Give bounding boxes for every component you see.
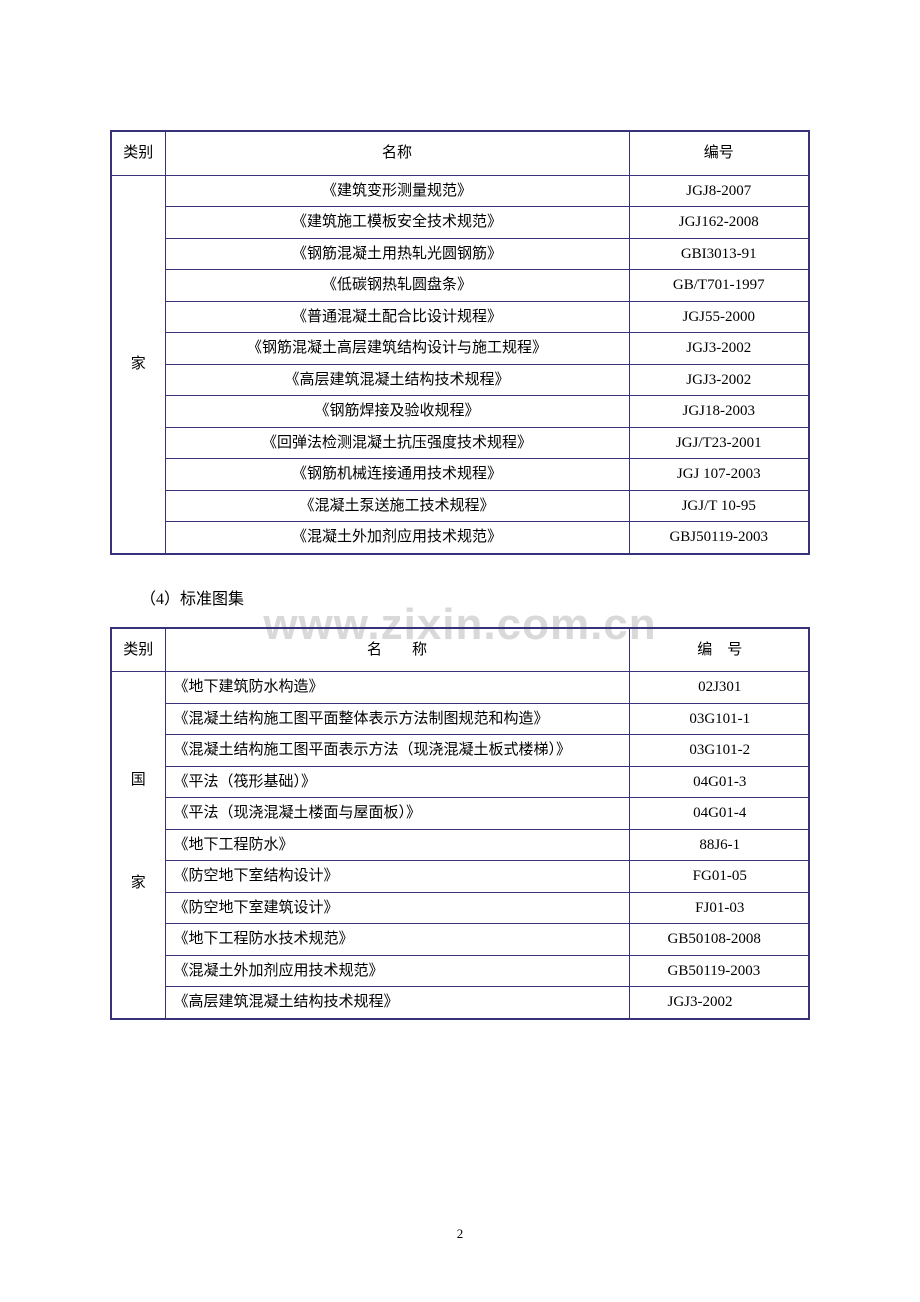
name-cell: 《混凝土外加剂应用技术规范》 bbox=[165, 955, 629, 987]
code-cell: JGJ55-2000 bbox=[629, 301, 809, 333]
standards-table-1: 类别 名称 编号 家《建筑变形测量规范》JGJ8-2007《建筑施工模板安全技术… bbox=[110, 130, 810, 555]
name-cell: 《建筑变形测量规范》 bbox=[165, 175, 629, 207]
name-cell: 《回弹法检测混凝土抗压强度技术规程》 bbox=[165, 427, 629, 459]
code-cell: GBI3013-91 bbox=[629, 238, 809, 270]
header-code: 编号 bbox=[629, 131, 809, 175]
table-row: 《钢筋机械连接通用技术规程》JGJ 107-2003 bbox=[111, 459, 809, 491]
code-cell: JGJ 107-2003 bbox=[629, 459, 809, 491]
page-number: 2 bbox=[0, 1226, 920, 1242]
table-row: 《地下工程防水》88J6-1 bbox=[111, 829, 809, 861]
code-cell: GB50119-2003 bbox=[629, 955, 809, 987]
name-cell: 《钢筋混凝土高层建筑结构设计与施工规程》 bbox=[165, 333, 629, 365]
code-cell: GB50108-2008 bbox=[629, 924, 809, 956]
table-row: 《混凝土结构施工图平面整体表示方法制图规范和构造》03G101-1 bbox=[111, 703, 809, 735]
code-cell: GBJ50119-2003 bbox=[629, 522, 809, 554]
header-category: 类别 bbox=[111, 131, 165, 175]
name-cell: 《混凝土外加剂应用技术规范》 bbox=[165, 522, 629, 554]
name-cell: 《防空地下室建筑设计》 bbox=[165, 892, 629, 924]
name-cell: 《防空地下室结构设计》 bbox=[165, 861, 629, 893]
table-header-row: 类别 名称 编号 bbox=[111, 131, 809, 175]
category-label-top: 国 bbox=[112, 769, 165, 792]
code-cell: JGJ/T 10-95 bbox=[629, 490, 809, 522]
code-cell: 03G101-1 bbox=[629, 703, 809, 735]
table-row: 《防空地下室结构设计》FG01-05 bbox=[111, 861, 809, 893]
name-cell: 《高层建筑混凝土结构技术规程》 bbox=[165, 987, 629, 1019]
name-cell: 《混凝土结构施工图平面整体表示方法制图规范和构造》 bbox=[165, 703, 629, 735]
table-row: 《普通混凝土配合比设计规程》JGJ55-2000 bbox=[111, 301, 809, 333]
table-row: 《混凝土泵送施工技术规程》JGJ/T 10-95 bbox=[111, 490, 809, 522]
table-row: 《钢筋混凝土高层建筑结构设计与施工规程》JGJ3-2002 bbox=[111, 333, 809, 365]
category-label-bottom: 家 bbox=[112, 872, 165, 895]
name-cell: 《平法（筏形基础）》 bbox=[165, 766, 629, 798]
code-cell: FJ01-03 bbox=[629, 892, 809, 924]
code-cell: GB/T701-1997 bbox=[629, 270, 809, 302]
name-cell: 《钢筋焊接及验收规程》 bbox=[165, 396, 629, 428]
table-row: 《高层建筑混凝土结构技术规程》JGJ3-2002 bbox=[111, 364, 809, 396]
table-row: 《防空地下室建筑设计》FJ01-03 bbox=[111, 892, 809, 924]
code-cell: JGJ3-2002 bbox=[629, 333, 809, 365]
code-cell: JGJ3-2002 bbox=[629, 364, 809, 396]
name-cell: 《地下建筑防水构造》 bbox=[165, 672, 629, 704]
table-row: 《建筑施工模板安全技术规范》JGJ162-2008 bbox=[111, 207, 809, 239]
section-label: （4）标准图集 bbox=[140, 585, 810, 609]
name-cell: 《钢筋混凝土用热轧光圆钢筋》 bbox=[165, 238, 629, 270]
table-row: 《地下工程防水技术规范》 GB50108-2008 bbox=[111, 924, 809, 956]
code-cell: JGJ8-2007 bbox=[629, 175, 809, 207]
table-row: 《钢筋焊接及验收规程》JGJ18-2003 bbox=[111, 396, 809, 428]
page-content: 类别 名称 编号 家《建筑变形测量规范》JGJ8-2007《建筑施工模板安全技术… bbox=[0, 0, 920, 1020]
name-cell: 《普通混凝土配合比设计规程》 bbox=[165, 301, 629, 333]
header-name: 名称 bbox=[165, 131, 629, 175]
code-cell: FG01-05 bbox=[629, 861, 809, 893]
table-row: 《混凝土结构施工图平面表示方法（现浇混凝土板式楼梯）》03G101-2 bbox=[111, 735, 809, 767]
table-header-row: 类别 名 称 编 号 bbox=[111, 628, 809, 672]
code-cell: JGJ3-2002 bbox=[629, 987, 809, 1019]
table-row: 《高层建筑混凝土结构技术规程》 JGJ3-2002 bbox=[111, 987, 809, 1019]
code-cell: JGJ18-2003 bbox=[629, 396, 809, 428]
code-cell: 03G101-2 bbox=[629, 735, 809, 767]
name-cell: 《混凝土结构施工图平面表示方法（现浇混凝土板式楼梯）》 bbox=[165, 735, 629, 767]
header-category: 类别 bbox=[111, 628, 165, 672]
header-code: 编 号 bbox=[629, 628, 809, 672]
table-row: 《混凝土外加剂应用技术规范》 GB50119-2003 bbox=[111, 955, 809, 987]
table-row: 《钢筋混凝土用热轧光圆钢筋》GBI3013-91 bbox=[111, 238, 809, 270]
table-row: 《平法（筏形基础）》04G01-3 bbox=[111, 766, 809, 798]
code-cell: 88J6-1 bbox=[629, 829, 809, 861]
code-cell: JGJ162-2008 bbox=[629, 207, 809, 239]
category-cell: 国家 bbox=[111, 672, 165, 1019]
code-cell: 02J301 bbox=[629, 672, 809, 704]
name-cell: 《低碳钢热轧圆盘条》 bbox=[165, 270, 629, 302]
name-cell: 《混凝土泵送施工技术规程》 bbox=[165, 490, 629, 522]
header-name: 名 称 bbox=[165, 628, 629, 672]
name-cell: 《平法（现浇混凝土楼面与屋面板）》 bbox=[165, 798, 629, 830]
name-cell: 《建筑施工模板安全技术规范》 bbox=[165, 207, 629, 239]
table-row: 《低碳钢热轧圆盘条》GB/T701-1997 bbox=[111, 270, 809, 302]
name-cell: 《地下工程防水》 bbox=[165, 829, 629, 861]
code-cell: JGJ/T23-2001 bbox=[629, 427, 809, 459]
table-row: 国家《地下建筑防水构造》02J301 bbox=[111, 672, 809, 704]
table-row: 《回弹法检测混凝土抗压强度技术规程》JGJ/T23-2001 bbox=[111, 427, 809, 459]
name-cell: 《钢筋机械连接通用技术规程》 bbox=[165, 459, 629, 491]
table-row: 《平法（现浇混凝土楼面与屋面板）》04G01-4 bbox=[111, 798, 809, 830]
standards-table-2: 类别 名 称 编 号 国家《地下建筑防水构造》02J301《混凝土结构施工图平面… bbox=[110, 627, 810, 1020]
name-cell: 《高层建筑混凝土结构技术规程》 bbox=[165, 364, 629, 396]
code-cell: 04G01-3 bbox=[629, 766, 809, 798]
table-row: 《混凝土外加剂应用技术规范》GBJ50119-2003 bbox=[111, 522, 809, 554]
category-cell: 家 bbox=[111, 175, 165, 554]
code-cell: 04G01-4 bbox=[629, 798, 809, 830]
name-cell: 《地下工程防水技术规范》 bbox=[165, 924, 629, 956]
table-row: 家《建筑变形测量规范》JGJ8-2007 bbox=[111, 175, 809, 207]
